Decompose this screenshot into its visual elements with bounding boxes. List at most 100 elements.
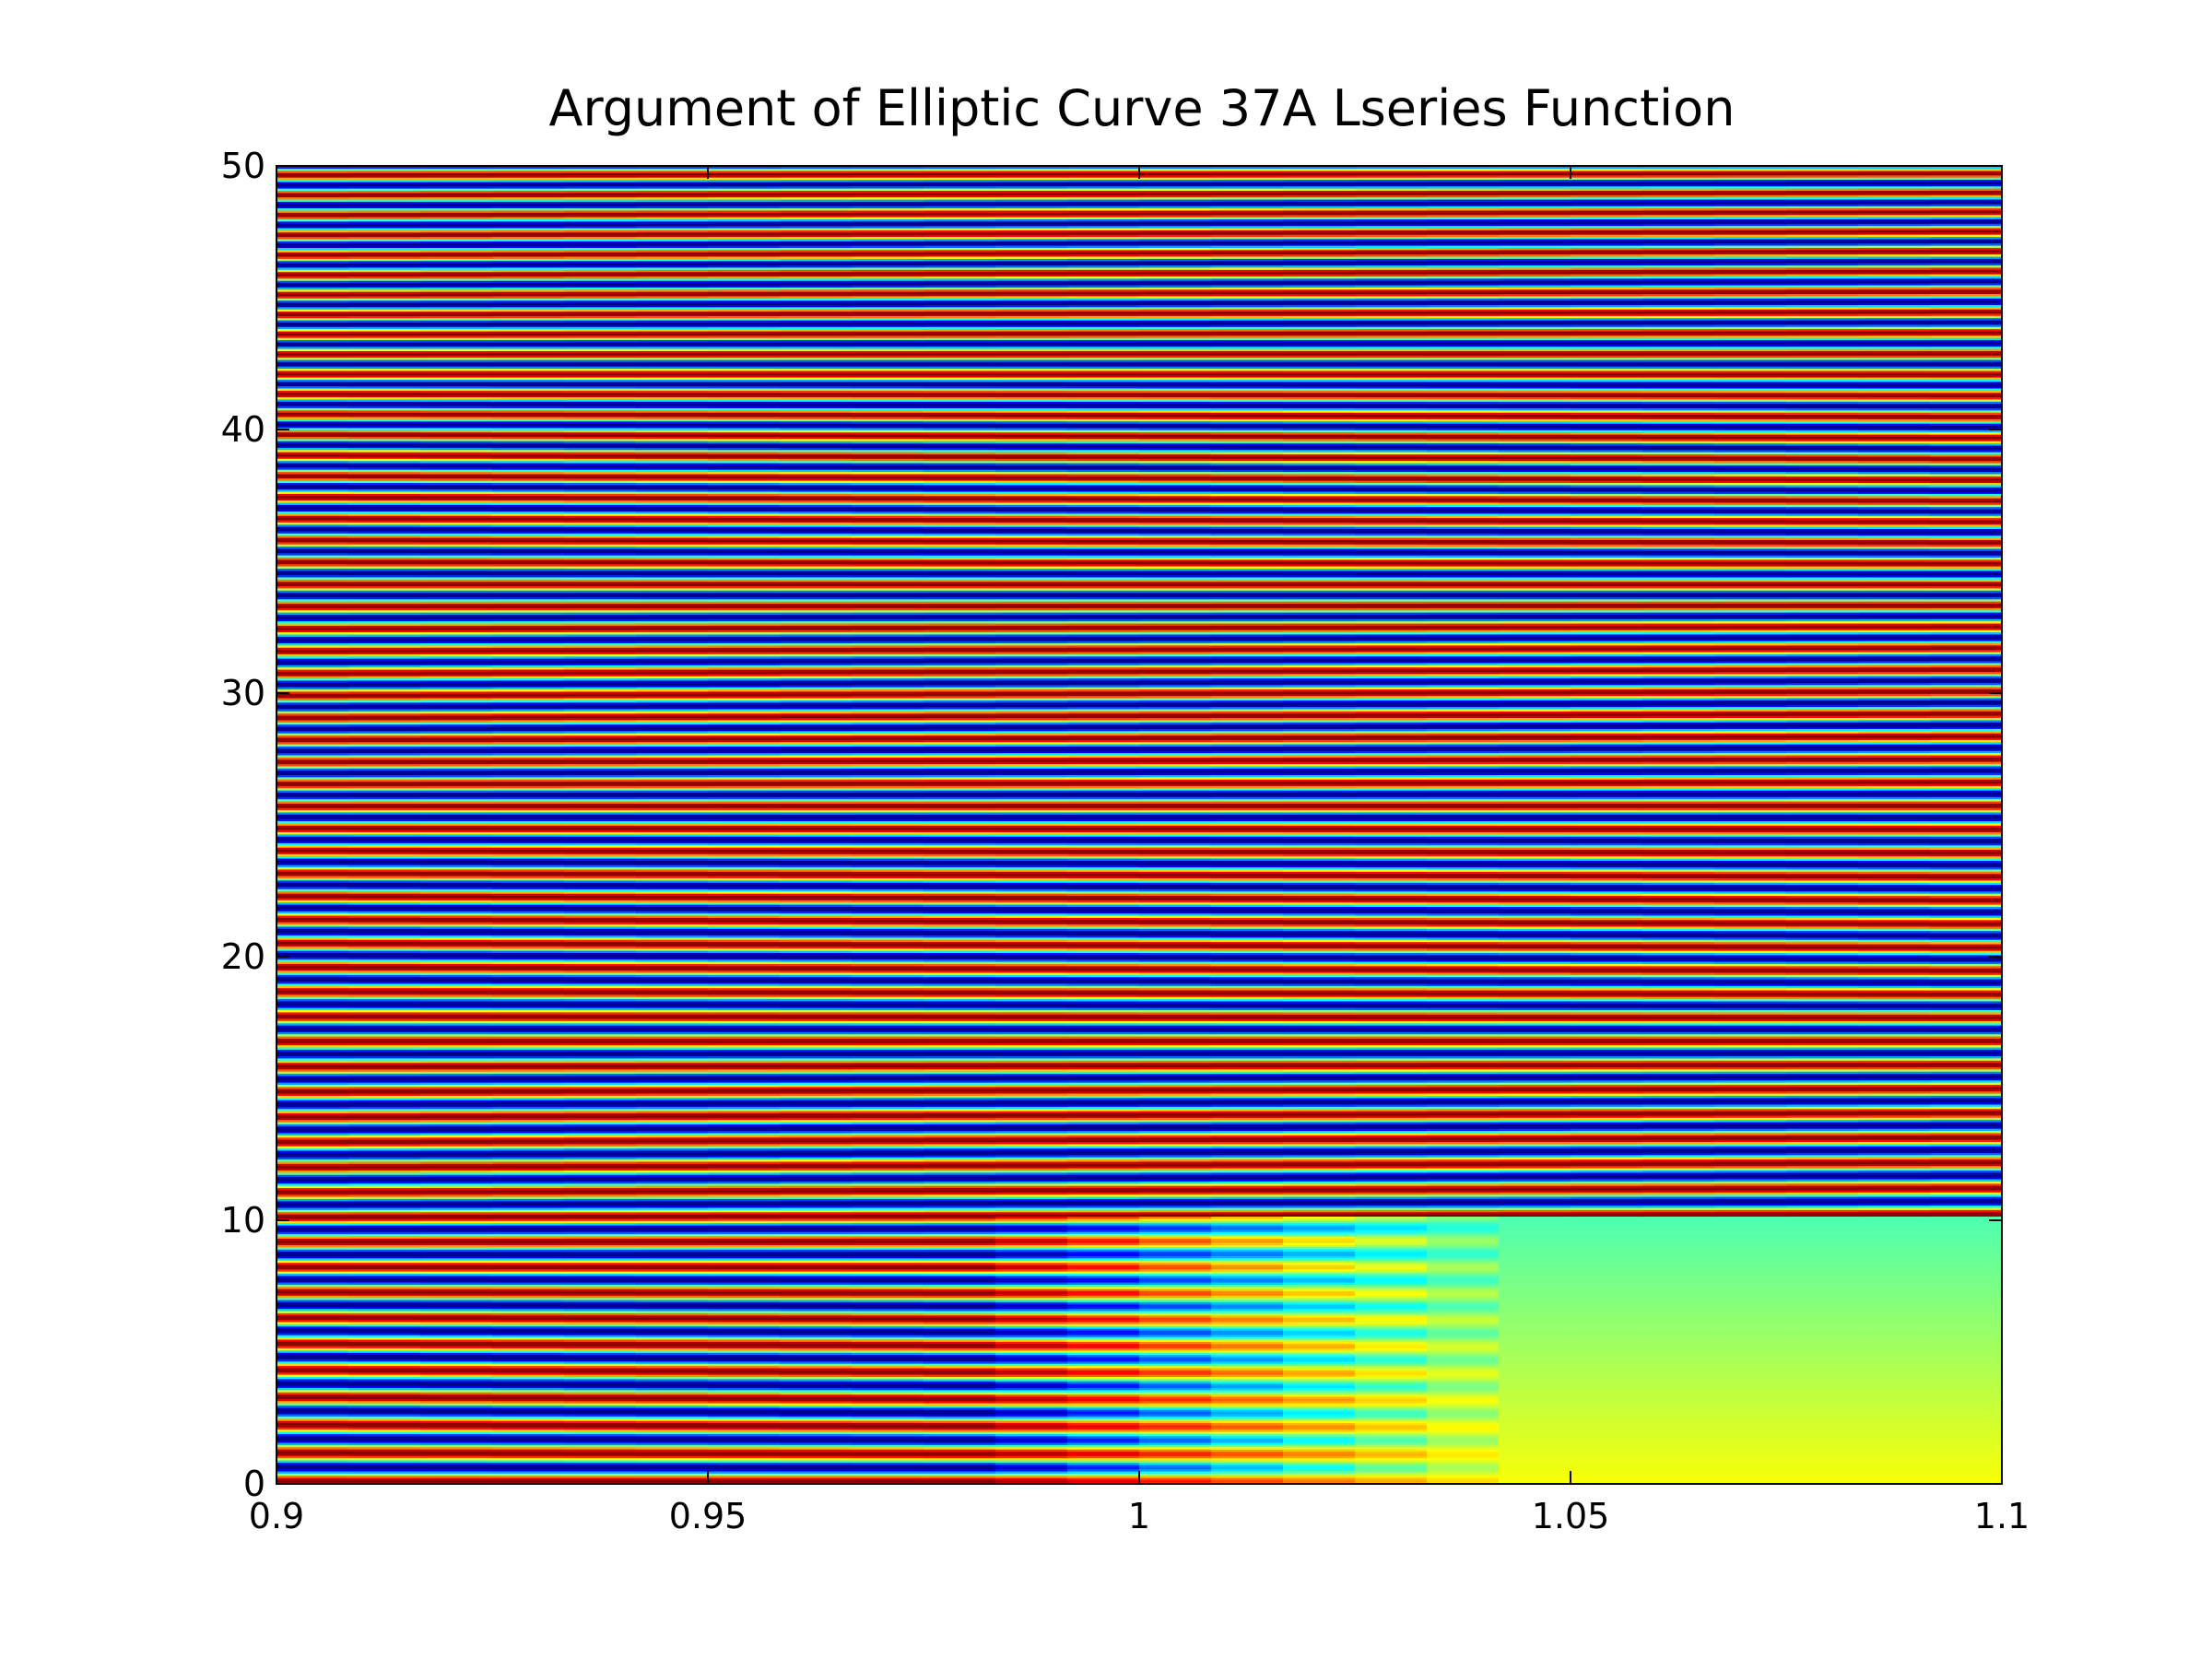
heatmap-cell <box>708 1305 781 1310</box>
heatmap-cell <box>276 1255 349 1259</box>
heatmap-cell <box>564 1310 637 1313</box>
heatmap-cell <box>1427 1181 1500 1184</box>
heatmap-cell <box>1499 1444 1571 1448</box>
heatmap-cell <box>1714 1310 1787 1313</box>
heatmap-cell <box>1499 1312 1571 1316</box>
heatmap-cell <box>1211 1152 1284 1156</box>
heatmap-cell <box>995 1446 1068 1450</box>
heatmap-cell <box>924 1373 996 1378</box>
heatmap-cell <box>1139 1477 1212 1481</box>
heatmap-cell <box>1714 1464 1787 1467</box>
heatmap-cell <box>1499 1324 1571 1327</box>
heatmap-cell <box>1355 1181 1428 1184</box>
heatmap-cell <box>1786 1462 1859 1465</box>
heatmap-cell <box>852 1440 924 1443</box>
heatmap-cell <box>1067 1384 1140 1388</box>
heatmap-cell <box>492 1359 565 1362</box>
heatmap-cell <box>1858 1338 1931 1342</box>
heatmap-cell <box>1067 1292 1140 1296</box>
heatmap-cell <box>1427 1170 1500 1173</box>
heatmap-cell <box>1930 1332 2002 1335</box>
heatmap-cell <box>1714 1321 1787 1324</box>
heatmap-cell <box>1930 1308 2002 1312</box>
heatmap-cell <box>780 1310 853 1313</box>
heatmap-cell <box>492 1136 565 1140</box>
heatmap-cell <box>995 1455 1068 1459</box>
heatmap-cell <box>708 1424 781 1428</box>
heatmap-cell <box>995 1173 1068 1178</box>
heatmap-cell <box>995 1181 1068 1184</box>
heatmap-cell <box>708 1209 781 1213</box>
heatmap-cell <box>1714 1359 1787 1362</box>
heatmap-cell <box>1858 1416 1931 1419</box>
heatmap-cell <box>1858 1194 1931 1197</box>
heatmap-cell <box>708 1440 781 1443</box>
heatmap-cell <box>1930 1325 2002 1329</box>
heatmap-cell <box>348 1411 421 1415</box>
heatmap-cell <box>348 1206 421 1210</box>
heatmap-cell <box>1786 1189 1859 1193</box>
heatmap-cell <box>1858 1427 1931 1430</box>
heatmap-cell <box>1714 1233 1787 1237</box>
heatmap-cell <box>1786 1360 1859 1364</box>
heatmap-cell <box>708 1240 781 1243</box>
heatmap-cell <box>708 1459 781 1463</box>
heatmap-cell <box>995 1295 1068 1299</box>
heatmap-cell <box>1858 1475 1931 1478</box>
heatmap-cell <box>1067 1182 1140 1186</box>
heatmap-cell <box>995 1279 1068 1283</box>
heatmap-cell <box>1571 1362 1643 1367</box>
heatmap-cell <box>1786 1187 1859 1191</box>
heatmap-cell <box>780 1286 853 1289</box>
heatmap-cell <box>1499 1253 1571 1256</box>
heatmap-cell <box>924 1284 996 1288</box>
heatmap-cell <box>708 1297 781 1300</box>
heatmap-cell <box>1067 1334 1140 1338</box>
heatmap-cell <box>1283 1343 1356 1347</box>
heatmap-cell <box>1786 1198 1859 1202</box>
heatmap-cell <box>1642 1152 1715 1156</box>
heatmap-cell <box>995 1314 1068 1318</box>
heatmap-cell <box>924 1184 996 1189</box>
heatmap-cell <box>780 1359 853 1362</box>
heatmap-cell <box>1499 1275 1571 1278</box>
heatmap-cell <box>852 1387 924 1391</box>
heatmap-cell <box>276 1262 349 1265</box>
heatmap-cell <box>420 1395 493 1399</box>
heatmap-cell <box>780 1147 853 1151</box>
heatmap-cell <box>1139 1209 1212 1213</box>
heatmap-cell <box>852 1184 924 1189</box>
heatmap-cell <box>780 1305 853 1310</box>
heatmap-cell <box>1858 1284 1931 1288</box>
heatmap-cell <box>1714 1184 1787 1189</box>
heatmap-cell <box>1642 1347 1715 1351</box>
heatmap-cell <box>1930 1303 2002 1307</box>
heatmap-cell <box>924 1145 996 1149</box>
heatmap-cell <box>1283 1235 1356 1239</box>
heatmap-cell <box>1786 1422 1859 1426</box>
heatmap-cell <box>1642 1230 1715 1235</box>
heatmap-cell <box>1930 1241 2002 1246</box>
heatmap-cell <box>492 1200 565 1204</box>
heatmap-cell <box>564 1218 637 1221</box>
heatmap-cell <box>1930 1336 2002 1340</box>
heatmap-cell <box>1858 1184 1931 1189</box>
heatmap-cell <box>276 1470 349 1474</box>
heatmap-cell <box>708 1373 781 1378</box>
heatmap-cell <box>1355 1325 1428 1329</box>
heatmap-cell <box>780 1394 853 1397</box>
heatmap-cell <box>708 1481 781 1484</box>
heatmap-cell <box>1714 1402 1787 1406</box>
heatmap-cell <box>780 1378 853 1382</box>
heatmap-cell <box>348 1455 421 1459</box>
heatmap-cell <box>492 1259 565 1264</box>
heatmap-cell <box>1427 1433 1500 1437</box>
heatmap-cell <box>1714 1147 1787 1151</box>
heatmap-cell <box>564 1413 637 1417</box>
heatmap-cell <box>564 1468 637 1472</box>
heatmap-cell <box>348 1477 421 1481</box>
heatmap-cell <box>420 1430 493 1434</box>
heatmap-cell <box>995 1238 1068 1241</box>
heatmap-cell <box>1571 1192 1643 1195</box>
heatmap-cell <box>995 1248 1068 1253</box>
